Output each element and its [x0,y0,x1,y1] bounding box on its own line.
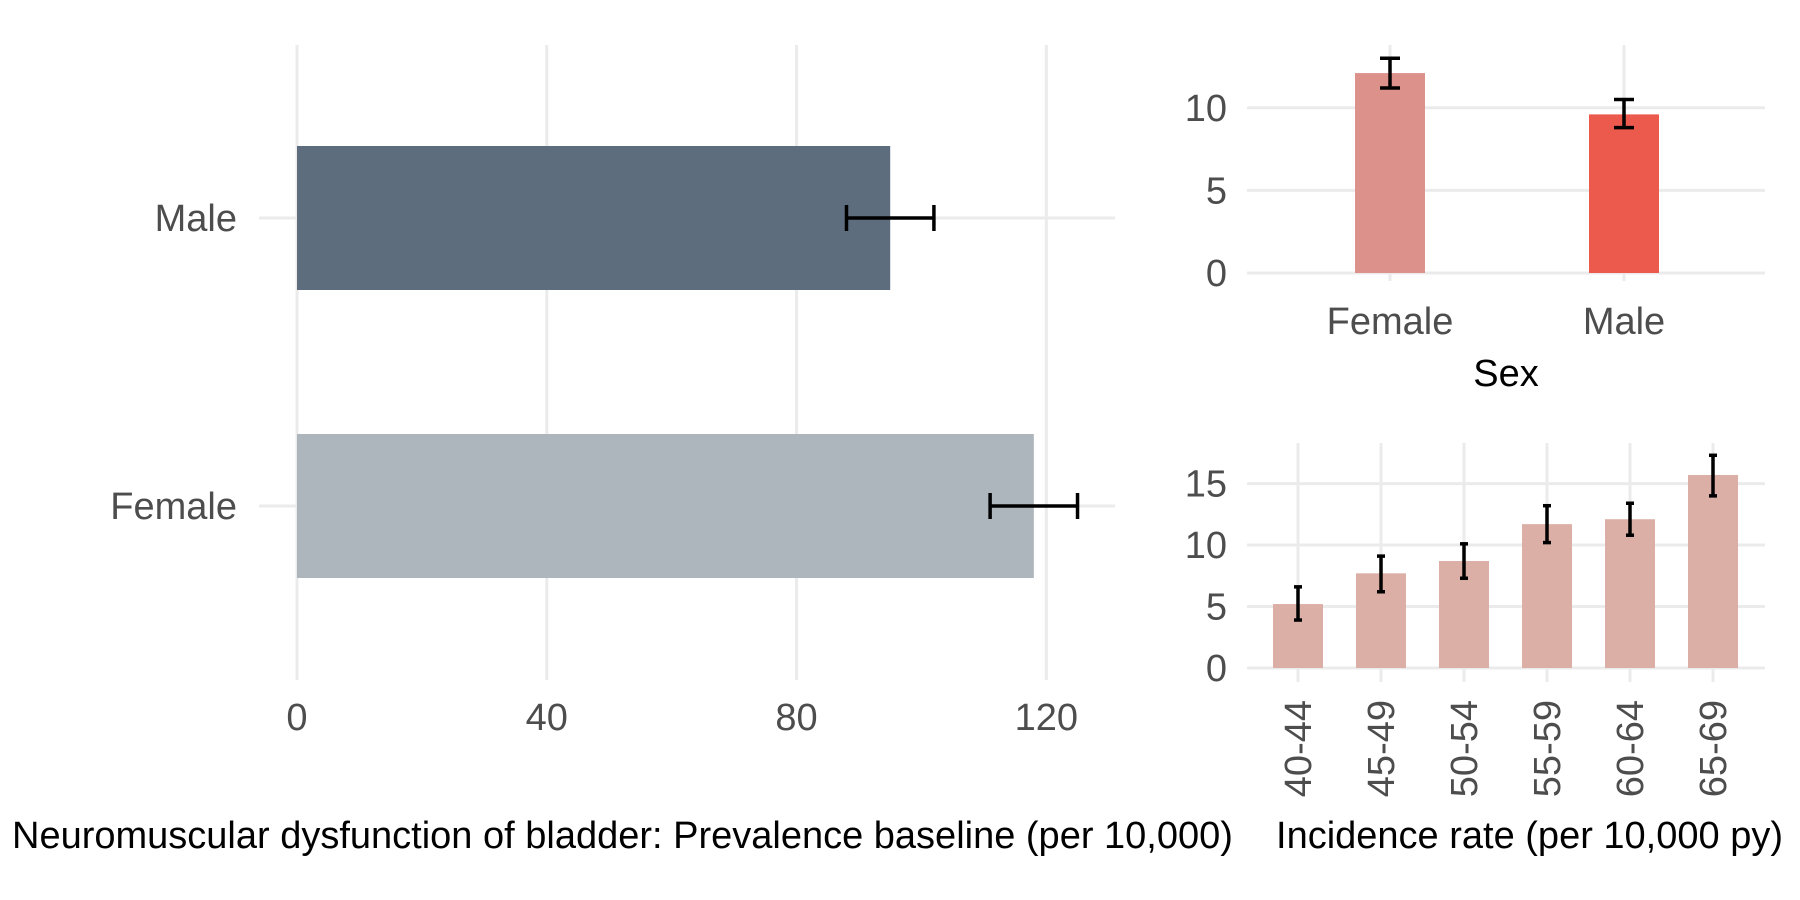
sex-y-tick-label: 5 [1206,170,1227,212]
prevalence-x-axis-title: Neuromuscular dysfunction of bladder: Pr… [12,815,1233,857]
sex-y-tick-label: 10 [1185,88,1227,130]
incidence-by-sex-panel: 0 5 10 Female Male [1185,45,1765,343]
age-x-tick-label: 45-49 [1361,700,1403,797]
sex-bar-female [1355,73,1425,273]
age-x-axis-title: Incidence rate (per 10,000 py) [1276,815,1783,857]
sex-error-bar-male [1614,97,1634,130]
prevalence-x-tick-label: 120 [1015,697,1078,739]
age-y-tick-label: 15 [1185,464,1227,506]
age-bar-65-69 [1688,474,1738,668]
prevalence-x-tick-label: 80 [775,697,817,739]
incidence-by-age-panel: 0 5 10 15 40-44 45-49 50-54 55-59 60-64 65-69 [1185,443,1765,797]
prevalence-y-tick-label: Female [110,486,237,528]
age-x-tick-label: 40-44 [1278,700,1320,797]
age-x-tick-label: 65-69 [1693,700,1735,797]
age-error-bar-55-59 [1543,503,1551,545]
sex-bar-male [1589,114,1659,274]
age-error-bar-50-54 [1460,542,1468,580]
sex-x-tick-label: Male [1583,301,1665,343]
age-error-bar-40-44 [1294,585,1302,622]
sex-x-tick-label: Female [1327,301,1454,343]
age-bar-55-59 [1522,524,1572,668]
age-x-tick-label: 50-54 [1444,700,1486,797]
prevalence-bar-male [297,146,891,290]
prevalence-error-bar-male [844,205,936,231]
age-x-tick-label: 55-59 [1527,700,1569,797]
sex-error-bar-female [1380,56,1400,90]
age-y-tick-label: 0 [1206,648,1227,690]
age-bar-60-64 [1605,519,1655,668]
prevalence-x-tick-label: 40 [526,697,568,739]
sex-y-tick-label: 0 [1206,253,1227,295]
age-error-bar-60-64 [1626,501,1634,537]
prevalence-x-tick-label: 0 [286,697,307,739]
age-y-tick-label: 10 [1185,525,1227,567]
age-x-tick-label: 60-64 [1610,700,1652,797]
age-error-bar-65-69 [1709,453,1717,498]
prevalence-panel: Male Female 0 40 80 120 [110,45,1115,739]
sex-x-axis-title: Sex [1473,353,1538,395]
prevalence-y-tick-label: Male [155,198,237,240]
prevalence-error-bar-female [988,493,1080,519]
age-error-bar-45-49 [1377,554,1385,594]
prevalence-bar-female [297,434,1034,578]
age-y-tick-label: 5 [1206,587,1227,629]
